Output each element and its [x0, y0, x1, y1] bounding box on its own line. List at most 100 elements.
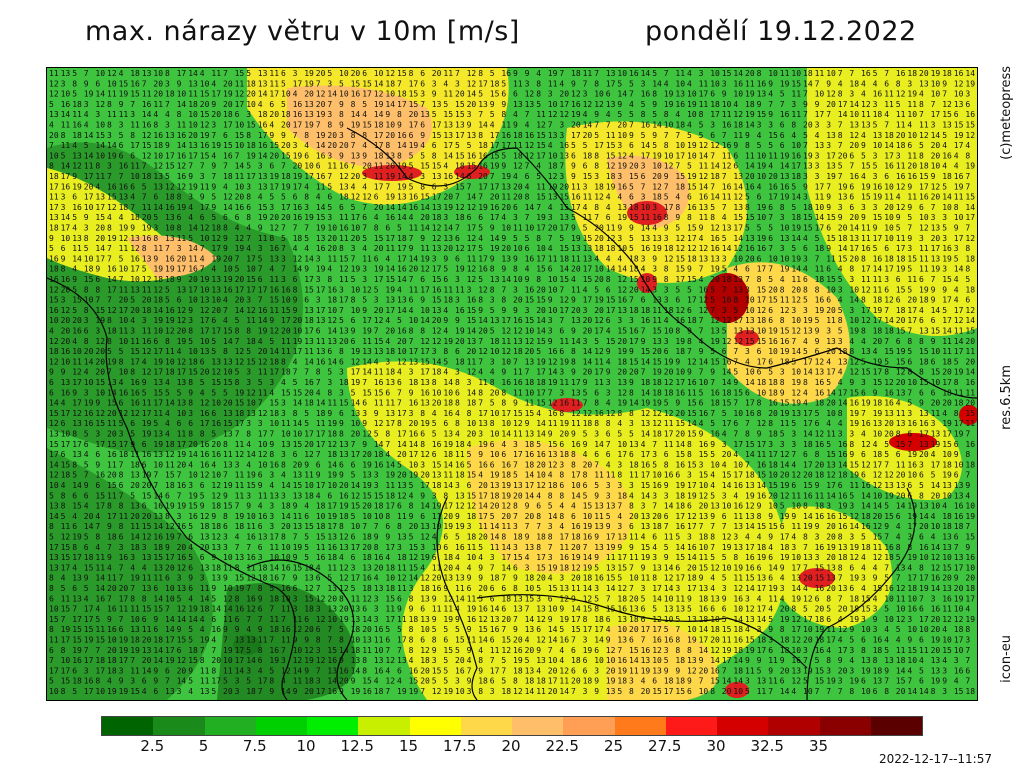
svg-text:17: 17 [432, 193, 442, 202]
svg-text:5: 5 [490, 306, 495, 315]
svg-text:11: 11 [316, 182, 326, 191]
svg-text:3: 3 [965, 90, 970, 99]
svg-text:17: 17 [687, 481, 697, 490]
svg-text:11: 11 [293, 615, 303, 624]
svg-text:16: 16 [142, 234, 152, 243]
svg-text:17: 17 [641, 625, 651, 634]
svg-text:5: 5 [443, 656, 448, 665]
svg-text:18: 18 [757, 378, 767, 387]
svg-text:14: 14 [896, 502, 906, 511]
svg-text:20: 20 [791, 285, 801, 294]
svg-text:3: 3 [583, 182, 588, 191]
svg-text:3: 3 [594, 172, 599, 181]
svg-text:14: 14 [733, 182, 743, 191]
svg-text:10: 10 [385, 90, 395, 99]
svg-text:12: 12 [467, 69, 477, 78]
svg-text:9: 9 [849, 450, 854, 459]
svg-text:6: 6 [722, 347, 727, 356]
svg-text:7: 7 [525, 213, 530, 222]
svg-text:13: 13 [142, 254, 152, 263]
svg-text:15: 15 [409, 90, 419, 99]
svg-text:16: 16 [119, 553, 129, 562]
svg-text:6: 6 [907, 357, 912, 366]
svg-text:18: 18 [153, 543, 163, 552]
svg-text:13: 13 [954, 553, 964, 562]
svg-text:5: 5 [478, 594, 483, 603]
svg-text:6: 6 [513, 90, 518, 99]
svg-text:11: 11 [501, 193, 511, 202]
svg-text:8: 8 [641, 110, 646, 119]
svg-text:20: 20 [931, 141, 941, 150]
map-date: pondělí 19.12.2022 [645, 16, 917, 47]
svg-text:19: 19 [397, 182, 407, 191]
svg-text:11: 11 [722, 193, 732, 202]
svg-text:15: 15 [687, 409, 697, 418]
svg-text:17: 17 [873, 368, 883, 377]
svg-text:16: 16 [733, 502, 743, 511]
svg-text:18: 18 [664, 388, 674, 397]
svg-text:17: 17 [490, 213, 500, 222]
svg-text:9: 9 [513, 306, 518, 315]
svg-text:9: 9 [548, 296, 553, 305]
svg-text:14: 14 [583, 121, 593, 130]
svg-text:4: 4 [629, 151, 634, 160]
svg-text:6: 6 [954, 110, 959, 119]
svg-text:6: 6 [455, 347, 460, 356]
svg-text:12: 12 [861, 285, 871, 294]
svg-text:13: 13 [606, 502, 616, 511]
svg-text:17: 17 [200, 327, 210, 336]
svg-text:16: 16 [177, 522, 187, 531]
svg-text:3: 3 [849, 90, 854, 99]
svg-text:4: 4 [211, 460, 216, 469]
svg-text:14: 14 [84, 357, 94, 366]
svg-text:20: 20 [235, 296, 245, 305]
svg-text:5: 5 [339, 625, 344, 634]
svg-text:8: 8 [536, 275, 541, 284]
svg-text:8: 8 [965, 625, 970, 634]
svg-text:4: 4 [791, 460, 796, 469]
svg-text:16: 16 [177, 172, 187, 181]
svg-text:18: 18 [339, 512, 349, 521]
svg-text:12: 12 [235, 234, 245, 243]
svg-text:17: 17 [815, 110, 825, 119]
svg-text:3: 3 [432, 347, 437, 356]
svg-text:10: 10 [652, 656, 662, 665]
svg-text:10: 10 [664, 151, 674, 160]
svg-text:3: 3 [931, 121, 936, 130]
svg-text:5: 5 [362, 234, 367, 243]
legend-tick-label: 7.5 [243, 737, 267, 755]
svg-text:13: 13 [165, 213, 175, 222]
svg-text:7: 7 [826, 110, 831, 119]
svg-text:13: 13 [873, 131, 883, 140]
svg-text:12: 12 [153, 285, 163, 294]
svg-text:18: 18 [153, 275, 163, 284]
svg-text:4: 4 [606, 625, 611, 634]
svg-text:7: 7 [768, 244, 773, 253]
svg-text:14: 14 [536, 430, 546, 439]
svg-text:3: 3 [641, 502, 646, 511]
svg-text:6: 6 [246, 203, 251, 212]
svg-text:7: 7 [745, 419, 750, 428]
svg-text:10: 10 [733, 254, 743, 263]
svg-text:5: 5 [641, 100, 646, 109]
svg-text:9: 9 [757, 100, 762, 109]
svg-text:4: 4 [954, 285, 959, 294]
svg-text:12: 12 [873, 471, 883, 480]
svg-text:3: 3 [293, 605, 298, 614]
svg-text:4: 4 [455, 605, 460, 614]
svg-text:3: 3 [130, 327, 135, 336]
svg-text:14: 14 [838, 460, 848, 469]
svg-text:17: 17 [374, 141, 384, 150]
svg-text:15: 15 [327, 646, 337, 655]
svg-text:3: 3 [130, 553, 135, 562]
svg-text:16: 16 [884, 388, 894, 397]
svg-text:14: 14 [84, 151, 94, 160]
svg-text:7: 7 [409, 234, 414, 243]
svg-text:11: 11 [501, 337, 511, 346]
svg-text:9: 9 [571, 594, 576, 603]
svg-text:17: 17 [281, 316, 291, 325]
svg-text:5: 5 [72, 306, 77, 315]
svg-text:20: 20 [374, 203, 384, 212]
svg-text:17: 17 [733, 316, 743, 325]
svg-text:14: 14 [896, 666, 906, 675]
